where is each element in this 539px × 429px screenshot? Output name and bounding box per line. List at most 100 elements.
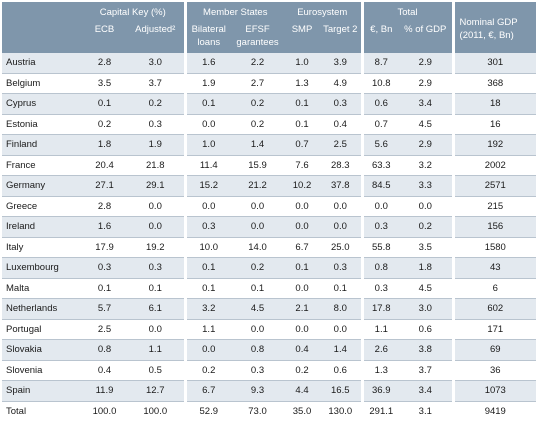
cell-country: Austria	[2, 53, 82, 74]
header-total: Total	[360, 2, 454, 23]
cell-bilateral: 0.0	[183, 339, 231, 361]
cell-bilateral: 0.1	[183, 278, 231, 299]
cell-gdp: 2571	[451, 175, 537, 197]
cell-target2: 130.0	[320, 400, 363, 421]
cell-ecb: 5.7	[82, 298, 127, 320]
cell-eur-bn: 0.6	[360, 93, 400, 115]
cell-adjusted: 1.9	[127, 134, 185, 156]
cell-gdp: 171	[451, 319, 537, 340]
cell-bilateral: 1.0	[183, 134, 231, 156]
cell-pct-gdp: 3.4	[399, 93, 454, 115]
cell-target2: 4.9	[320, 73, 363, 94]
cell-gdp: 1580	[451, 237, 537, 258]
cell-gdp: 602	[451, 298, 537, 320]
cell-smp: 35.0	[284, 400, 321, 421]
header-nominal-gdp: Nominal GDP (2011, €, Bn)	[451, 2, 537, 53]
cell-pct-gdp: 0.0	[399, 196, 454, 217]
cell-eur-bn: 0.3	[360, 278, 400, 299]
table-row: Netherlands 5.7 6.1 3.2 4.5 2.1 8.0 17.8 3.0 602	[2, 298, 537, 320]
cell-pct-gdp: 2.9	[399, 73, 454, 94]
header-eur-bn: €, Bn	[360, 23, 400, 53]
cell-gdp: 2002	[451, 155, 537, 176]
cell-efsf: 0.0	[231, 216, 285, 238]
cell-country: Total	[2, 400, 82, 421]
cell-adjusted: 0.3	[127, 257, 185, 279]
table-row: Luxembourg 0.3 0.3 0.1 0.2 0.1 0.3 0.8 1.8 43	[2, 257, 537, 279]
cell-eur-bn: 84.5	[360, 175, 400, 197]
cell-ecb: 0.3	[82, 257, 127, 279]
cell-bilateral: 0.3	[183, 216, 231, 238]
cell-target2: 0.0	[320, 216, 363, 238]
cell-eur-bn: 1.1	[360, 319, 400, 340]
cell-ecb: 2.5	[82, 319, 127, 340]
cell-country: Portugal	[2, 319, 82, 340]
cell-target2: 0.4	[320, 114, 363, 135]
cell-country: Slovenia	[2, 360, 82, 381]
cell-smp: 0.1	[284, 93, 321, 115]
cell-country: Germany	[2, 175, 82, 197]
table-row: Slovakia 0.8 1.1 0.0 0.8 0.4 1.4 2.6 3.8 69	[2, 339, 537, 361]
cell-adjusted: 3.0	[127, 53, 185, 74]
cell-target2: 0.3	[320, 257, 363, 279]
cell-eur-bn: 63.3	[360, 155, 400, 176]
cell-efsf: 9.3	[231, 380, 285, 402]
table-row: Slovenia 0.4 0.5 0.2 0.3 0.2 0.6 1.3 3.7 36	[2, 360, 537, 381]
cell-bilateral: 10.0	[183, 237, 231, 258]
table-row: Austria 2.8 3.0 1.6 2.2 1.0 3.9 8.7 2.9 301	[2, 53, 537, 74]
cell-eur-bn: 55.8	[360, 237, 400, 258]
cell-target2: 16.5	[320, 380, 363, 402]
cell-pct-gdp: 3.5	[399, 237, 454, 258]
cell-adjusted: 12.7	[127, 380, 185, 402]
cell-efsf: 0.3	[231, 360, 285, 381]
table-row: France 20.4 21.8 11.4 15.9 7.6 28.3 63.3 3.2 2002	[2, 155, 537, 176]
cell-efsf: 0.2	[231, 93, 285, 115]
cell-efsf: 0.0	[231, 196, 285, 217]
cell-efsf: 73.0	[231, 400, 285, 421]
cell-smp: 0.0	[284, 319, 321, 340]
cell-efsf: 21.2	[231, 175, 285, 197]
cell-adjusted: 21.8	[127, 155, 185, 176]
cell-ecb: 2.8	[82, 196, 127, 217]
cell-pct-gdp: 3.8	[399, 339, 454, 361]
cell-country: Italy	[2, 237, 82, 258]
cell-adjusted: 29.1	[127, 175, 185, 197]
header-pct-gdp: % of GDP	[399, 23, 454, 53]
table-row: Portugal 2.5 0.0 1.1 0.0 0.0 0.0 1.1 0.6 171	[2, 319, 537, 340]
cell-target2: 0.3	[320, 93, 363, 115]
cell-eur-bn: 8.7	[360, 53, 400, 74]
cell-country: Ireland	[2, 216, 82, 238]
cell-target2: 3.9	[320, 53, 363, 74]
exposure-table: Capital Key (%) Member States Eurosystem…	[2, 2, 537, 421]
cell-ecb: 1.8	[82, 134, 127, 156]
cell-target2: 0.0	[320, 319, 363, 340]
cell-target2: 2.5	[320, 134, 363, 156]
cell-country: Netherlands	[2, 298, 82, 320]
cell-efsf: 0.2	[231, 114, 285, 135]
cell-smp: 1.3	[284, 73, 321, 94]
cell-smp: 0.2	[284, 360, 321, 381]
cell-smp: 0.7	[284, 134, 321, 156]
cell-bilateral: 1.6	[183, 53, 231, 74]
cell-eur-bn: 17.8	[360, 298, 400, 320]
cell-adjusted: 3.7	[127, 73, 185, 94]
cell-pct-gdp: 3.4	[399, 380, 454, 402]
cell-smp: 1.0	[284, 53, 321, 74]
cell-gdp: 43	[451, 257, 537, 279]
cell-adjusted: 0.5	[127, 360, 185, 381]
cell-bilateral: 0.1	[183, 93, 231, 115]
cell-pct-gdp: 1.8	[399, 257, 454, 279]
cell-pct-gdp: 4.5	[399, 278, 454, 299]
cell-country: Belgium	[2, 73, 82, 94]
cell-adjusted: 0.0	[127, 216, 185, 238]
cell-country: France	[2, 155, 82, 176]
table-row: Malta 0.1 0.1 0.1 0.1 0.0 0.1 0.3 4.5 6	[2, 278, 537, 299]
cell-eur-bn: 2.6	[360, 339, 400, 361]
cell-pct-gdp: 3.2	[399, 155, 454, 176]
cell-bilateral: 3.2	[183, 298, 231, 320]
cell-pct-gdp: 2.9	[399, 53, 454, 74]
cell-efsf: 0.0	[231, 319, 285, 340]
cell-smp: 4.4	[284, 380, 321, 402]
cell-target2: 37.8	[320, 175, 363, 197]
header-bilateral-loans: Bilateral loans	[183, 23, 231, 53]
cell-gdp: 301	[451, 53, 537, 74]
